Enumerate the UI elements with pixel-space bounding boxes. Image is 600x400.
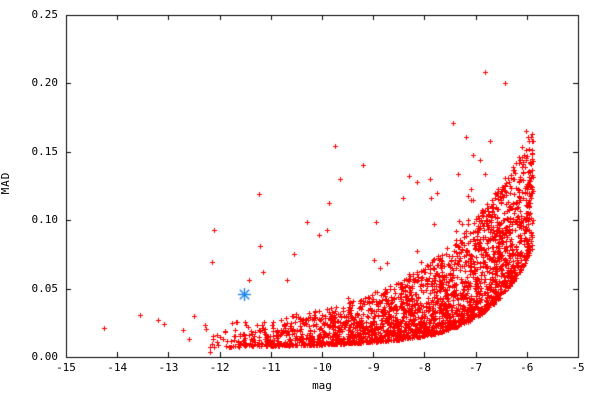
y-tick-label: 0.05 (31, 281, 59, 295)
y-tick-label: 0.25 (31, 8, 59, 21)
x-tick-label: -11 (260, 361, 281, 374)
y-axis-label: MAD (0, 171, 12, 195)
x-tick-label: -7 (468, 361, 483, 374)
y-tick-label: 0.00 (31, 350, 59, 363)
x-tick-label: -6 (520, 361, 534, 374)
y-tick-label: 0.10 (31, 213, 59, 227)
x-tick-label: -5 (571, 361, 585, 374)
x-axis-label: mag (312, 379, 332, 392)
x-tick-label: -14 (107, 361, 128, 374)
x-tick-label: -8 (417, 361, 432, 374)
x-tick-label: -9 (366, 361, 380, 374)
x-tick-label: -12 (209, 361, 230, 374)
x-tick-label: -13 (158, 361, 179, 374)
y-tick-label: 0.20 (31, 76, 59, 90)
x-tick-label: -15 (56, 361, 76, 374)
y-tick-label: 0.15 (31, 144, 59, 158)
x-tick-label: -10 (312, 361, 332, 374)
